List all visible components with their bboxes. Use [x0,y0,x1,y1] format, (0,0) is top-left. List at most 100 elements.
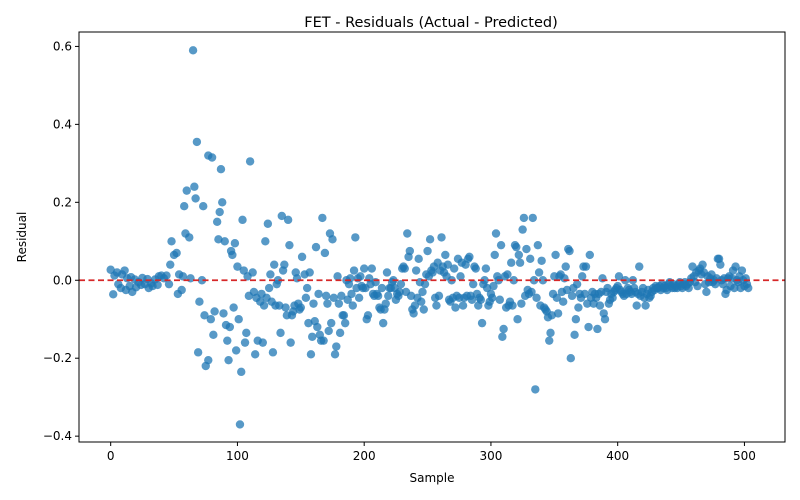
data-point [693,281,702,291]
data-point [565,246,574,256]
data-point [566,354,575,363]
data-point [490,250,499,260]
data-point [237,367,246,377]
data-point [191,194,200,203]
data-point [495,295,505,304]
data-point [508,301,517,310]
data-point [276,328,285,338]
data-point [381,299,390,308]
data-point [319,336,328,345]
data-point [197,276,207,285]
data-point [396,279,406,289]
data-point [498,332,507,341]
data-point [349,266,359,275]
data-point [373,291,383,301]
data-point [313,322,322,332]
data-point [519,213,529,223]
data-point [595,301,605,310]
data-point [488,293,497,302]
data-point [371,278,380,287]
data-point [177,285,186,295]
data-point [228,250,237,260]
data-point [418,287,427,297]
data-point [451,303,460,312]
data-point [285,240,294,250]
data-point [518,225,527,234]
data-point [242,328,251,338]
data-point [567,291,577,301]
data-point [229,303,238,312]
data-point [332,342,341,351]
data-point [432,301,441,310]
data-point [529,276,539,285]
data-point [384,291,393,301]
data-point [580,289,589,299]
data-point [716,260,725,269]
data-point [314,289,323,299]
data-point [514,250,524,260]
data-point [584,322,593,332]
data-point [552,293,562,302]
data-point [153,280,162,290]
data-point [465,252,474,262]
data-point [744,283,753,293]
data-point [245,157,255,166]
data-point [532,293,541,302]
data-point [219,309,228,318]
data-point [261,237,270,246]
data-point [250,350,260,359]
x-tick-label: 400 [606,449,629,463]
data-point [318,213,327,223]
data-point [306,350,316,359]
data-point [698,260,707,269]
data-point [182,186,191,195]
data-point [614,272,624,281]
data-point [192,137,202,147]
data-point [329,293,338,302]
data-point [238,215,247,225]
data-point [275,301,284,310]
data-point [571,315,581,324]
data-point [340,318,350,328]
data-point [468,279,478,289]
data-point [456,272,465,281]
data-point [270,260,279,269]
data-point [162,271,171,280]
data-point [558,297,568,306]
data-point [339,311,349,320]
data-point [409,309,418,318]
x-tick-label: 100 [226,449,249,463]
data-point [560,274,569,283]
data-point [167,237,176,246]
data-point [632,301,641,310]
data-point [327,318,336,328]
data-point [480,276,489,285]
data-point [641,301,650,310]
data-point [737,266,747,275]
data-point [363,311,373,320]
data-point [400,264,409,273]
data-point [481,264,491,273]
data-point [210,307,219,316]
data-point [458,301,468,310]
data-point [578,272,587,281]
data-point [330,350,340,359]
data-point [230,239,240,248]
data-point [199,202,208,211]
data-point [496,240,506,250]
y-tick-label: 0.4 [53,117,72,131]
data-point [512,242,521,252]
data-point [277,211,286,221]
data-point [509,276,518,285]
chart-title: FET - Residuals (Actual - Predicted) [304,15,557,31]
data-point [348,301,357,310]
data-point [503,270,512,279]
data-point [263,219,273,228]
data-point [172,248,181,258]
data-point [248,268,257,277]
data-point [419,305,428,314]
data-point [259,301,269,310]
data-point [526,254,535,264]
data-point [212,217,222,226]
